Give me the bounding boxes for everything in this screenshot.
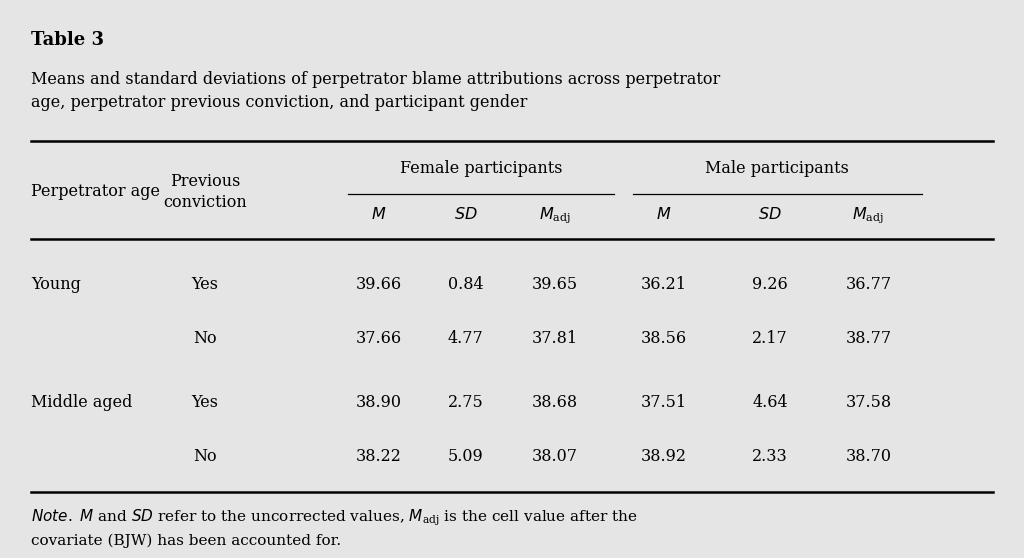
Text: Male participants: Male participants [706, 160, 849, 177]
Text: 38.90: 38.90 [356, 395, 401, 411]
Text: 38.68: 38.68 [531, 395, 579, 411]
Text: 2.75: 2.75 [449, 395, 483, 411]
Text: 39.65: 39.65 [531, 276, 579, 293]
Text: 37.58: 37.58 [845, 395, 892, 411]
Text: 39.66: 39.66 [355, 276, 402, 293]
Text: $\mathit{Note.}$ $\mathit{M}$ and $\mathit{SD}$ refer to the uncorrected values,: $\mathit{Note.}$ $\mathit{M}$ and $\math… [31, 508, 638, 549]
Text: 4.64: 4.64 [753, 395, 787, 411]
Text: Means and standard deviations of perpetrator blame attributions across perpetrat: Means and standard deviations of perpetr… [31, 71, 720, 111]
Text: $\mathit{M}$: $\mathit{M}$ [371, 206, 387, 223]
Text: 9.26: 9.26 [753, 276, 787, 293]
Text: 38.22: 38.22 [356, 448, 401, 465]
Text: 37.81: 37.81 [531, 330, 579, 347]
Text: $\mathit{SD}$: $\mathit{SD}$ [454, 206, 478, 223]
Text: 38.70: 38.70 [846, 448, 891, 465]
Text: 38.77: 38.77 [845, 330, 892, 347]
Text: Previous
conviction: Previous conviction [163, 173, 247, 210]
Text: $\mathit{M}$: $\mathit{M}$ [655, 206, 672, 223]
Text: Yes: Yes [191, 395, 218, 411]
Text: Middle aged: Middle aged [31, 395, 132, 411]
Text: No: No [193, 330, 217, 347]
Text: 38.07: 38.07 [532, 448, 578, 465]
Text: 38.92: 38.92 [641, 448, 686, 465]
Text: 4.77: 4.77 [449, 330, 483, 347]
Text: $\mathit{SD}$: $\mathit{SD}$ [758, 206, 782, 223]
Text: 2.17: 2.17 [753, 330, 787, 347]
Text: 38.56: 38.56 [640, 330, 687, 347]
Text: Young: Young [31, 276, 81, 293]
Text: 37.51: 37.51 [640, 395, 687, 411]
Text: 36.21: 36.21 [641, 276, 686, 293]
Text: 0.84: 0.84 [449, 276, 483, 293]
Text: No: No [193, 448, 217, 465]
Text: $\mathit{M}_\mathregular{adj}$: $\mathit{M}_\mathregular{adj}$ [539, 205, 571, 225]
Text: 5.09: 5.09 [449, 448, 483, 465]
Text: 37.66: 37.66 [355, 330, 402, 347]
Text: $\mathit{M}_\mathregular{adj}$: $\mathit{M}_\mathregular{adj}$ [852, 205, 885, 225]
Text: Female participants: Female participants [400, 160, 562, 177]
Text: 2.33: 2.33 [753, 448, 787, 465]
Text: Perpetrator age: Perpetrator age [31, 183, 160, 200]
Text: Yes: Yes [191, 276, 218, 293]
Text: Table 3: Table 3 [31, 31, 103, 49]
Text: 36.77: 36.77 [845, 276, 892, 293]
